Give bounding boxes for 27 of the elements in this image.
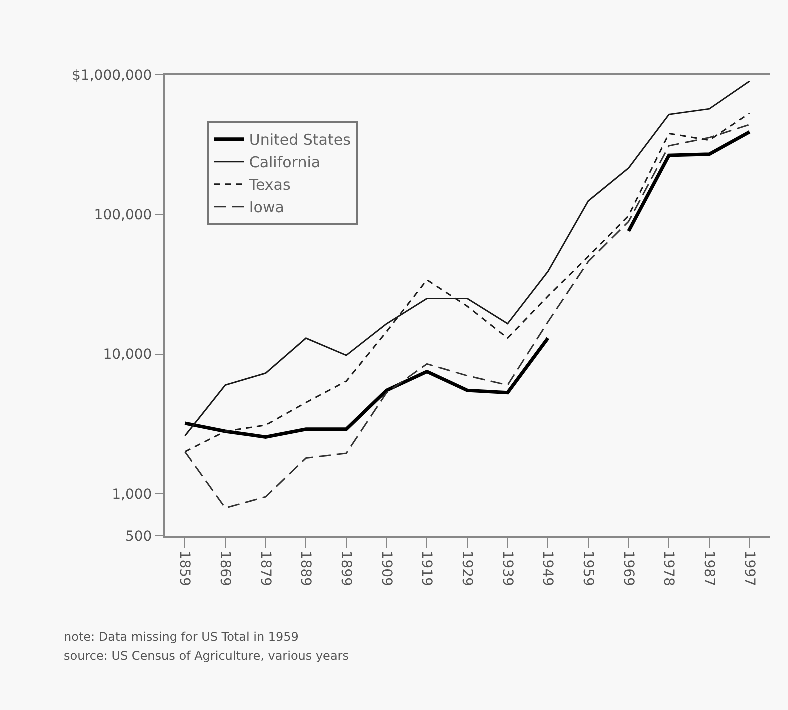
x-tick-label: 1899 [338, 550, 354, 586]
legend-label: United States [249, 131, 352, 150]
x-tick-label: 1997 [741, 550, 758, 586]
y-tick-label: $1,000,000 [72, 68, 152, 84]
legend-label: Texas [248, 176, 291, 194]
x-tick-label: 1859 [176, 550, 193, 586]
x-tick-label: 1879 [257, 550, 274, 586]
x-tick-label: 1939 [499, 550, 516, 586]
x-tick-label: 1959 [580, 550, 596, 586]
line-series [184, 124, 751, 510]
x-tick-label: 1969 [620, 550, 636, 586]
source-note: source: US Census of Agriculture, various years [64, 649, 349, 663]
x-tick-label: 1978 [660, 550, 677, 586]
text: note: Data missing for US Total in 1959 [64, 630, 299, 644]
legend-label: Iowa [249, 198, 284, 217]
x-tick-label: 1987 [700, 550, 717, 586]
y-tick-label: 10,000 [103, 347, 152, 364]
y-tick-label: 100,000 [94, 208, 152, 224]
y-tick-label: 500 [125, 528, 152, 545]
x-tick-label: 1909 [378, 550, 394, 586]
x-tick-label: 1929 [458, 550, 475, 586]
x-tick-label: 1889 [298, 550, 314, 586]
x-tick-label: 1919 [418, 550, 435, 586]
legend-label: California [249, 154, 321, 172]
x-tick-label: 1869 [216, 550, 233, 586]
y-tick-label: 1,000 [112, 486, 152, 503]
x-tick-label: 1949 [540, 550, 556, 586]
